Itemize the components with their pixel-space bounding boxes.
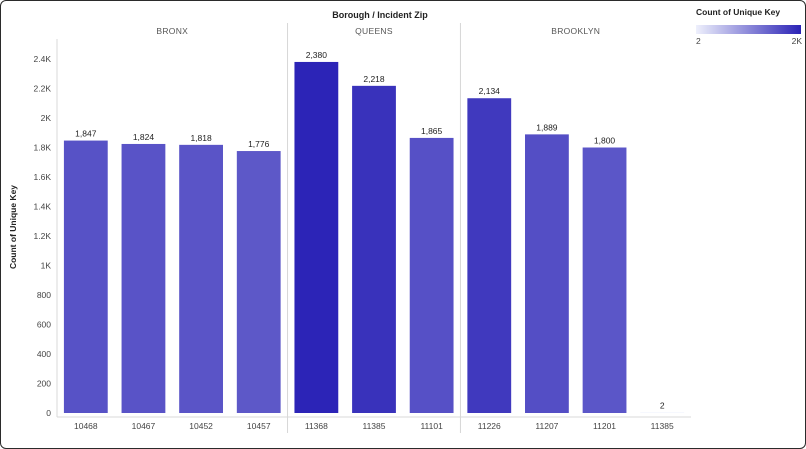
data-label: 2,134	[479, 86, 501, 96]
data-label: 1,776	[248, 139, 270, 149]
y-tick-label: 0	[46, 408, 51, 418]
y-tick-label: 1.8K	[34, 143, 52, 153]
y-tick-label: 1.2K	[34, 231, 52, 241]
x-tick-label: 10457	[247, 421, 271, 431]
legend-ticks: 2 2K	[696, 34, 802, 46]
x-tick-label: 11201	[593, 421, 616, 431]
x-tick-label: 11368	[305, 421, 328, 431]
bar-group-brooklyn: BROOKLYN 2,134 11226 1,889 11207 1,800 11201 2 1…	[459, 23, 685, 433]
x-tick-label: 11385	[651, 421, 674, 431]
x-tick-label: 10467	[132, 421, 156, 431]
bar[interactable]	[294, 61, 339, 413]
data-label: 2,218	[363, 74, 385, 84]
chart-title: Borough / Incident Zip	[332, 10, 428, 20]
y-tick-label: 2K	[41, 113, 52, 123]
data-label: 1,865	[421, 126, 443, 136]
data-label: 1,847	[75, 129, 97, 139]
y-tick-label: 1K	[41, 261, 52, 271]
y-axis-label: Count of Unique Key	[8, 185, 18, 269]
y-tick-label: 400	[37, 349, 51, 359]
data-label: 1,818	[190, 133, 212, 143]
x-tick-label: 11101	[420, 421, 443, 431]
group-label: QUEENS	[355, 26, 393, 36]
y-tick-label: 800	[37, 290, 51, 300]
bar[interactable]	[467, 98, 512, 414]
data-label: 1,824	[133, 132, 155, 142]
x-tick-label: 11226	[478, 421, 501, 431]
y-tick-label: 600	[37, 320, 51, 330]
y-tick-label: 2.2K	[34, 84, 52, 94]
x-tick-label: 11385	[362, 421, 385, 431]
bar[interactable]	[179, 144, 223, 413]
bar[interactable]	[525, 134, 569, 413]
legend-min-label: 2	[696, 36, 701, 46]
group-label: BRONX	[156, 26, 188, 36]
y-tick-label: 2.4K	[34, 54, 52, 64]
x-tick-label: 11207	[535, 421, 558, 431]
x-tick-label: 10468	[74, 421, 98, 431]
bar-groups: BRONX 1,847 10468 1,824 10467 1,818 10452 1,776…	[57, 23, 691, 433]
legend-max-label: 2K	[791, 36, 802, 46]
data-label: 2,380	[306, 50, 328, 60]
color-legend: Count of Unique Key 2 2K	[696, 7, 802, 46]
bar[interactable]	[121, 143, 166, 413]
bar-group-queens: QUEENS 2,380 11368 2,218 11385 1,865 11101	[287, 23, 454, 433]
data-label: 2	[660, 401, 665, 411]
bar[interactable]	[409, 137, 454, 413]
x-tick-label: 10452	[189, 421, 213, 431]
bar[interactable]	[640, 412, 685, 414]
legend-title: Count of Unique Key	[696, 7, 781, 17]
bar[interactable]	[352, 85, 396, 413]
group-label: BROOKLYN	[551, 26, 600, 36]
bar[interactable]	[236, 151, 281, 414]
y-axis-ticks: 0 200 400 600 800 1K 1.2K 1.4K 1.6K 1.8K 2K 2.2K 2.4…	[34, 39, 58, 418]
bar[interactable]	[582, 147, 627, 414]
y-tick-label: 200	[37, 379, 51, 389]
y-tick-label: 1.6K	[34, 172, 52, 182]
bar[interactable]	[63, 140, 108, 413]
data-label: 1,800	[594, 136, 616, 146]
y-tick-label: 1.4K	[34, 202, 52, 212]
legend-gradient-bar	[696, 25, 801, 34]
bar-group-bronx: BRONX 1,847 10468 1,824 10467 1,818 10452 1,776…	[63, 26, 281, 431]
data-label: 1,889	[536, 122, 558, 132]
